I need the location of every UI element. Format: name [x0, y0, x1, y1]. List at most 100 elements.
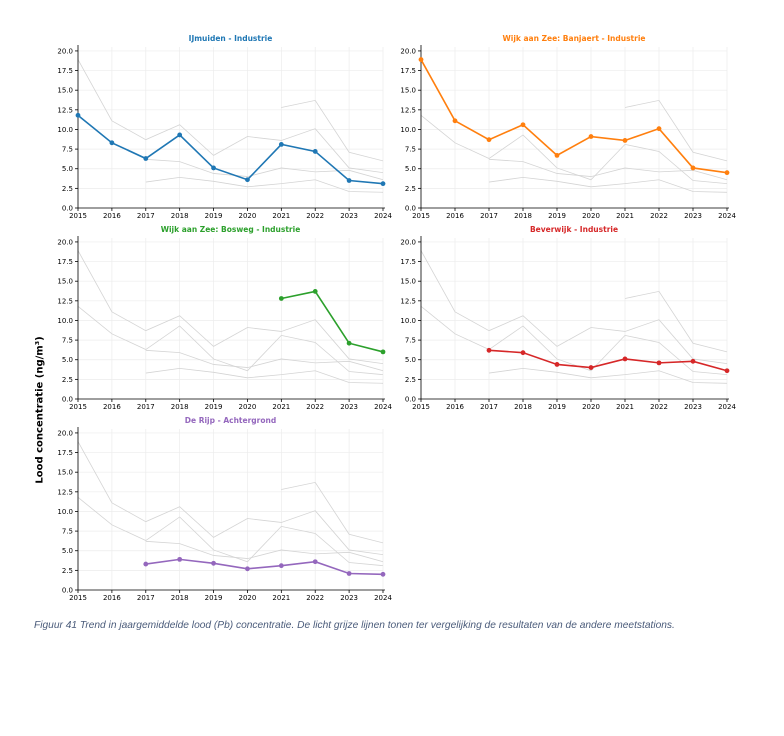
data-point [554, 152, 560, 158]
data-point [278, 141, 284, 147]
series-line-wijk-aan-zee-banjaert-industrie [420, 59, 728, 174]
x-tick-label: 2021 [616, 403, 634, 411]
x-tick-label: 2017 [137, 212, 155, 220]
y-tick-label: 7.5 [405, 337, 416, 345]
y-tick-label: 0.0 [405, 205, 416, 213]
y-tick-label: 5.0 [62, 547, 73, 555]
data-point [211, 560, 216, 566]
y-tick-label: 0.0 [62, 396, 73, 404]
x-tick-label: 2020 [239, 594, 257, 602]
y-tick-label: 12.5 [57, 106, 73, 114]
x-tick-label: 2019 [548, 403, 566, 411]
x-tick-label: 2018 [171, 212, 189, 220]
y-tick-label: 20.0 [57, 47, 73, 55]
data-point [656, 360, 662, 366]
x-tick-label: 2017 [137, 594, 155, 602]
y-tick-label: 7.5 [62, 146, 73, 154]
panel-title: Beverwijk - Industrie [530, 225, 618, 234]
y-tick-label: 15.0 [400, 87, 416, 95]
x-tick-label: 2022 [650, 403, 668, 411]
panel-ijmuiden-industrie: 0.0 2.5 5.0 7.5 10.0 12.5 15.0 17.5 20.0 2015 2016… [57, 34, 392, 220]
data-point [312, 149, 318, 154]
y-tick-label: 2.5 [405, 376, 416, 384]
data-point [554, 362, 560, 367]
data-point [724, 170, 730, 176]
data-point [656, 126, 662, 132]
x-tick-label: 2016 [103, 212, 121, 220]
x-tick-label: 2024 [374, 594, 392, 602]
y-tick-label: 10.0 [400, 126, 416, 134]
data-point [211, 165, 216, 171]
y-tick-label: 5.0 [405, 165, 416, 173]
x-tick-label: 2016 [103, 594, 121, 602]
data-point [346, 571, 352, 576]
y-axis-label: Lood concentratie (ng/m³) [34, 336, 46, 484]
x-tick-label: 2021 [616, 212, 634, 220]
x-tick-label: 2015 [69, 403, 87, 411]
y-tick-label: 20.0 [400, 238, 416, 246]
figure-caption: Figuur 41 Trend in jaargemiddelde lood (… [34, 620, 675, 631]
y-tick-label: 7.5 [405, 146, 416, 154]
x-tick-label: 2020 [582, 403, 600, 411]
y-tick-label: 15.0 [57, 469, 73, 477]
x-tick-label: 2019 [548, 212, 566, 220]
y-tick-label: 2.5 [62, 185, 73, 193]
data-point [486, 137, 492, 143]
y-tick-label: 10.0 [57, 508, 73, 516]
comparison-line-ijmuiden-industrie [420, 115, 728, 185]
x-tick-label: 2018 [514, 212, 532, 220]
x-tick-label: 2015 [412, 212, 430, 220]
x-tick-label: 2019 [205, 403, 223, 411]
data-point [278, 296, 284, 301]
data-point [245, 177, 250, 183]
panel-title: IJmuiden - Industrie [189, 34, 273, 43]
comparison-line-wijk-aan-zee-banjaert-industrie [77, 250, 384, 365]
panel-wijk-aan-zee-bosweg-industrie: 0.0 2.5 5.0 7.5 10.0 12.5 15.0 17.5 20.0 2015 2016… [57, 225, 392, 411]
y-tick-label: 17.5 [57, 67, 73, 75]
y-tick-label: 12.5 [400, 297, 416, 305]
comparison-line-wijk-aan-zee-banjaert-industrie [77, 59, 384, 174]
data-point [520, 350, 526, 356]
comparison-line-beverwijk-industrie [488, 158, 728, 181]
y-tick-label: 17.5 [57, 258, 73, 266]
panel-title: De Rijp - Achtergrond [185, 416, 276, 425]
panel-de-rijp-achtergrond: 0.0 2.5 5.0 7.5 10.0 12.5 15.0 17.5 20.0 2015 2016… [57, 416, 392, 602]
comparison-line-wijk-aan-zee-bosweg-industrie [281, 99, 384, 162]
y-tick-label: 15.0 [400, 278, 416, 286]
x-tick-label: 2022 [306, 212, 324, 220]
chart-figure: 0.0 2.5 5.0 7.5 10.0 12.5 15.0 17.5 20.0 2015 2016… [57, 34, 736, 602]
data-point [452, 118, 458, 124]
x-tick-label: 2016 [446, 403, 464, 411]
x-tick-label: 2022 [306, 403, 324, 411]
x-tick-label: 2020 [239, 212, 257, 220]
x-tick-label: 2024 [718, 212, 736, 220]
data-point [418, 57, 424, 62]
comparison-line-ijmuiden-industrie [420, 306, 728, 376]
data-point [380, 349, 386, 355]
x-tick-label: 2022 [306, 594, 324, 602]
x-tick-label: 2018 [171, 403, 189, 411]
data-point [312, 559, 318, 565]
y-tick-label: 7.5 [62, 337, 73, 345]
x-tick-label: 2021 [272, 403, 290, 411]
x-tick-label: 2019 [205, 594, 223, 602]
x-tick-label: 2016 [446, 212, 464, 220]
y-tick-label: 20.0 [57, 238, 73, 246]
x-tick-label: 2015 [69, 594, 87, 602]
x-tick-label: 2021 [272, 212, 290, 220]
panel-title: Wijk aan Zee: Banjaert - Industrie [502, 34, 645, 43]
comparison-line-de-rijp-achtergrond [488, 176, 728, 193]
x-tick-label: 2019 [205, 212, 223, 220]
y-tick-label: 20.0 [400, 47, 416, 55]
y-tick-label: 10.0 [57, 317, 73, 325]
data-point [245, 566, 250, 572]
comparison-line-wijk-aan-zee-banjaert-industrie [77, 441, 384, 556]
x-tick-label: 2024 [374, 403, 392, 411]
data-point [346, 178, 352, 183]
series-line-wijk-aan-zee-bosweg-industrie [281, 290, 384, 353]
comparison-line-ijmuiden-industrie [77, 306, 384, 376]
data-point [588, 365, 594, 370]
x-tick-label: 2024 [718, 403, 736, 411]
y-tick-label: 0.0 [62, 587, 73, 595]
x-tick-label: 2020 [582, 212, 600, 220]
